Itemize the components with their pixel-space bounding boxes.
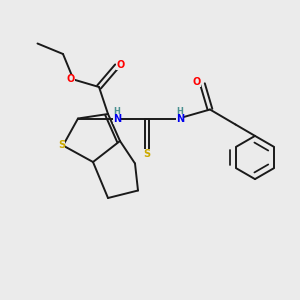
Text: N: N [113, 113, 121, 124]
Text: O: O [116, 59, 125, 70]
Text: O: O [66, 74, 75, 85]
Text: H: H [114, 107, 120, 116]
Text: S: S [58, 140, 65, 151]
Text: S: S [143, 149, 151, 159]
Text: H: H [177, 107, 183, 116]
Text: N: N [176, 113, 184, 124]
Text: O: O [192, 77, 201, 87]
